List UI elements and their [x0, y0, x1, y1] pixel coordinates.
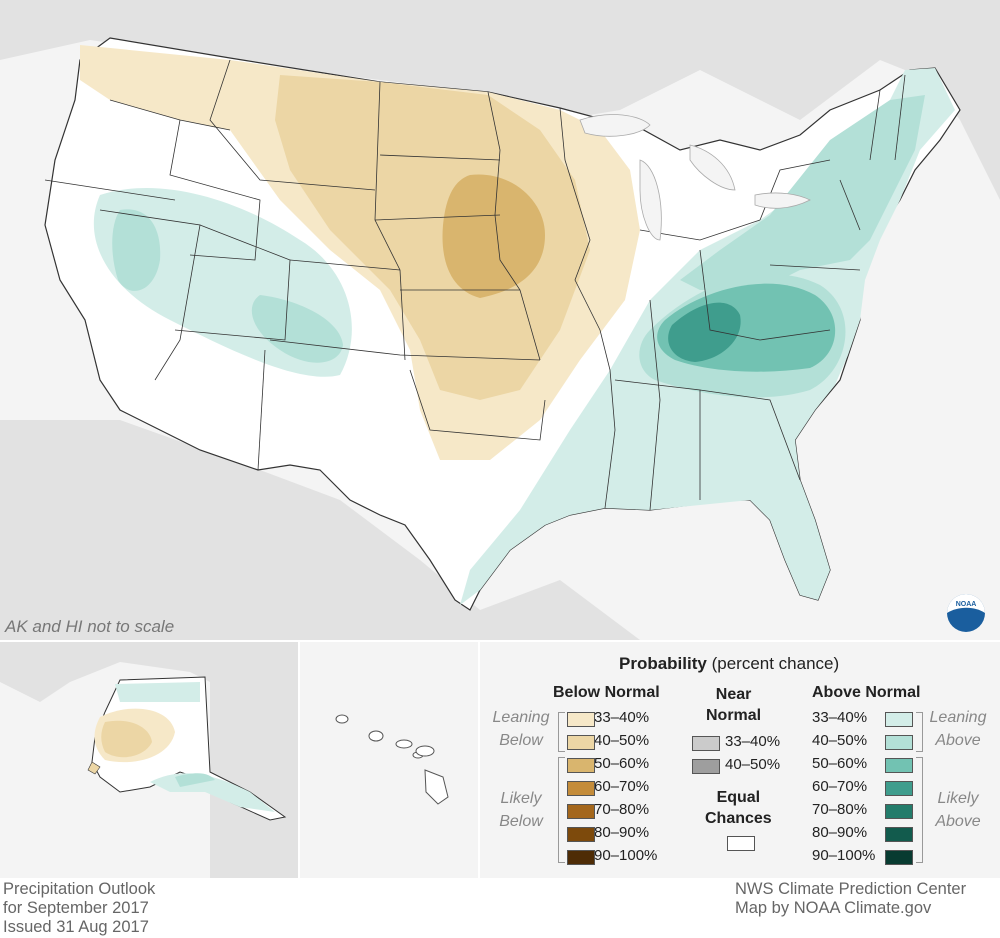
below-leaning-label: Leaning Below — [492, 709, 550, 749]
near-heading: Near Normal — [706, 686, 762, 724]
below-likely-50-60 — [442, 174, 545, 298]
near-item-swatch — [692, 759, 720, 774]
below-item-swatch — [567, 827, 595, 842]
below-item-swatch — [567, 735, 595, 750]
hawaii-inset — [300, 642, 478, 878]
above-item-swatch — [885, 735, 913, 750]
above-normal-east — [460, 68, 955, 605]
above-item-label: 70–80% — [812, 801, 868, 818]
below-item-swatch — [567, 712, 595, 727]
above-heading: Above Normal — [812, 684, 921, 701]
legend: Probability (percent chance) Below Norma… — [480, 642, 1000, 878]
footer-right-line-1: NWS Climate Prediction Center — [735, 880, 967, 898]
legend-title: Probability (percent chance) — [619, 654, 839, 674]
above-leaning-east-40-50 — [680, 95, 925, 290]
above-item-swatch — [885, 758, 913, 773]
legend-title-rest: (percent chance) — [711, 654, 840, 673]
above-normal-west — [93, 187, 352, 377]
alaska-inset — [0, 642, 298, 878]
above-item-label: 60–70% — [812, 778, 868, 795]
above-item-swatch — [885, 827, 913, 842]
footer-left-line-2: for September 2017 — [3, 899, 149, 917]
above-item-swatch — [885, 850, 913, 865]
below-likely-label: Likely Below — [499, 790, 543, 830]
above-item-label: 33–40% — [812, 709, 868, 726]
above-item-label: 40–50% — [812, 732, 868, 749]
above-item-swatch — [885, 804, 913, 819]
above-item-swatch — [885, 781, 913, 796]
above-item-label: 90–100% — [812, 847, 876, 864]
canada-land — [0, 0, 1000, 200]
near-item-label: 40–50% — [725, 756, 781, 773]
below-item-swatch — [567, 758, 595, 773]
legend-title-bold: Probability — [619, 654, 707, 673]
footer-right-line-2: Map by NOAA Climate.gov — [735, 899, 932, 917]
above-leaning-west-40-50-a — [112, 209, 161, 291]
below-item-swatch — [567, 850, 595, 865]
below-item-label: 40–50% — [594, 732, 650, 749]
above-likely-60-70 — [668, 302, 741, 362]
below-item-swatch — [567, 804, 595, 819]
footer-left: Precipitation Outlook for September 2017… — [3, 880, 155, 937]
above-item-label: 80–90% — [812, 824, 868, 841]
below-item-label: 50–60% — [594, 755, 650, 772]
below-heading: Below Normal — [553, 684, 660, 701]
below-item-label: 90–100% — [594, 847, 658, 864]
footer-right: NWS Climate Prediction Center Map by NOA… — [735, 880, 966, 918]
mexico-land — [0, 420, 640, 640]
above-item-label: 50–60% — [812, 755, 868, 772]
below-item-label: 33–40% — [594, 709, 650, 726]
below-item-label: 70–80% — [594, 801, 650, 818]
noaa-logo: NOAA — [947, 594, 985, 632]
above-item-swatch — [885, 712, 913, 727]
near-item-label: 33–40% — [725, 733, 781, 750]
great-lakes — [579, 114, 811, 241]
svg-text:NOAA: NOAA — [956, 601, 977, 608]
footer-left-line-1: Precipitation Outlook — [3, 880, 156, 898]
state-boundaries — [44, 59, 906, 511]
map-note: AK and HI not to scale — [4, 617, 174, 636]
footer-left-line-3: Issued 31 Aug 2017 — [3, 918, 149, 936]
above-likely-label: Likely Above — [935, 790, 981, 830]
below-item-label: 80–90% — [594, 824, 650, 841]
below-item-swatch — [567, 781, 595, 796]
equal-heading: Equal Chances — [705, 789, 772, 827]
near-item-swatch — [692, 736, 720, 751]
equal-chances-swatch — [727, 836, 755, 851]
above-leaning-label: Leaning Above — [929, 709, 987, 749]
below-leaning-40-50 — [275, 75, 590, 400]
conus-map: AK and HI not to scale NOAA — [0, 0, 1000, 640]
below-item-label: 60–70% — [594, 778, 650, 795]
